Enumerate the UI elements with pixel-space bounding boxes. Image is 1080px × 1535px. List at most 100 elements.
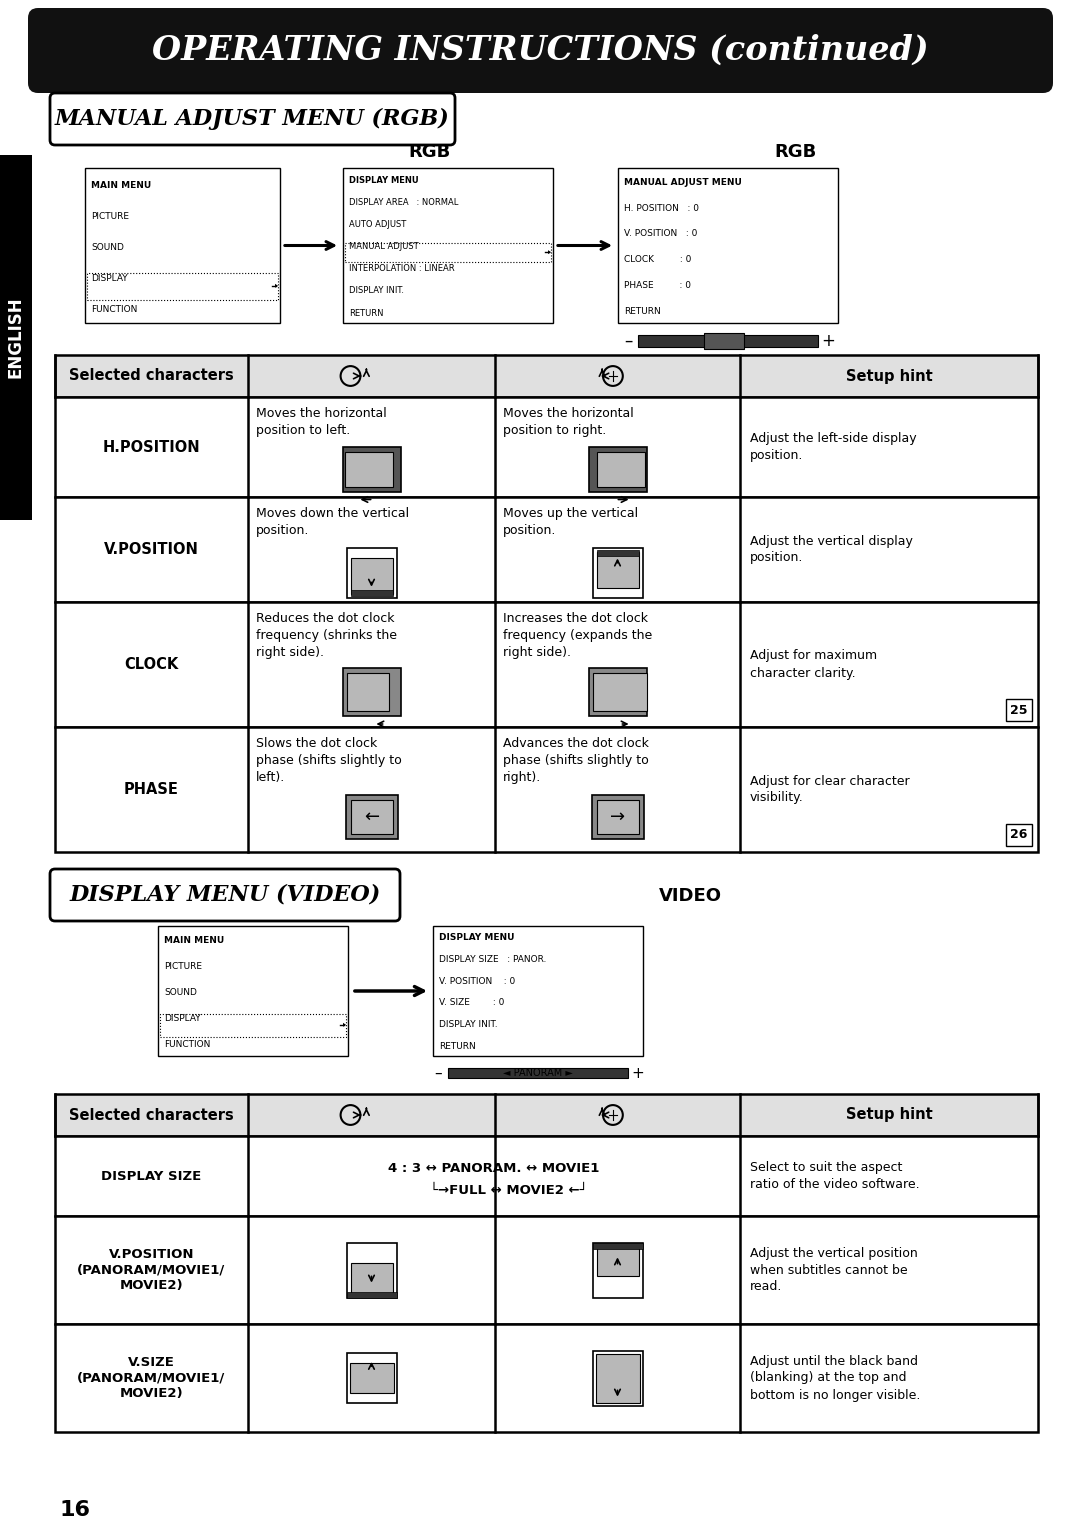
- Text: V.SIZE
(PANORAM/MOVIE1/
MOVIE2): V.SIZE (PANORAM/MOVIE1/ MOVIE2): [78, 1355, 226, 1400]
- Text: MANUAL ADJUST: MANUAL ADJUST: [349, 243, 419, 252]
- Text: Reduces the dot clock
frequency (shrinks the
right side).: Reduces the dot clock frequency (shrinks…: [256, 612, 397, 659]
- Bar: [433, 926, 643, 1056]
- Text: Setup hint: Setup hint: [846, 368, 932, 384]
- Text: DISPLAY MENU: DISPLAY MENU: [349, 175, 419, 184]
- Text: OPERATING INSTRUCTIONS (continued): OPERATING INSTRUCTIONS (continued): [152, 34, 929, 68]
- Text: ←: ←: [364, 807, 379, 826]
- Bar: [158, 926, 348, 1056]
- Text: DISPLAY MENU: DISPLAY MENU: [438, 933, 514, 942]
- Text: Adjust until the black band
(blanking) at the top and
bottom is no longer visibl: Adjust until the black band (blanking) a…: [750, 1354, 920, 1401]
- Bar: [596, 1245, 638, 1276]
- Text: Adjust for clear character
visibility.: Adjust for clear character visibility.: [750, 775, 909, 804]
- Text: Increases the dot clock
frequency (expands the
right side).: Increases the dot clock frequency (expan…: [503, 612, 652, 659]
- FancyBboxPatch shape: [50, 869, 400, 921]
- Text: ◄ PANORAM ►: ◄ PANORAM ►: [503, 1068, 572, 1078]
- Bar: [596, 550, 638, 556]
- Text: MANUAL ADJUST MENU (RGB): MANUAL ADJUST MENU (RGB): [55, 107, 450, 130]
- Text: Selected characters: Selected characters: [69, 368, 234, 384]
- Text: RETURN: RETURN: [438, 1042, 476, 1051]
- Bar: [347, 1242, 396, 1297]
- Text: Moves up the vertical
position.: Moves up the vertical position.: [503, 507, 638, 537]
- Text: RETURN: RETURN: [349, 309, 383, 318]
- Text: →: →: [610, 807, 625, 826]
- Bar: [350, 1363, 393, 1392]
- Bar: [593, 1242, 643, 1297]
- Text: Adjust for maximum
character clarity.: Adjust for maximum character clarity.: [750, 649, 877, 680]
- Bar: [87, 273, 278, 299]
- Text: +: +: [632, 1065, 645, 1081]
- Text: DISPLAY SIZE   : PANOR.: DISPLAY SIZE : PANOR.: [438, 955, 546, 964]
- Bar: [593, 672, 647, 711]
- Text: Selected characters: Selected characters: [69, 1107, 234, 1122]
- Bar: [596, 451, 645, 487]
- Bar: [55, 1136, 1038, 1216]
- Text: V.POSITION
(PANORAM/MOVIE1/
MOVIE2): V.POSITION (PANORAM/MOVIE1/ MOVIE2): [78, 1248, 226, 1292]
- Bar: [589, 447, 647, 491]
- Text: 4 : 3 ↔ PANORAM. ↔ MOVIE1: 4 : 3 ↔ PANORAM. ↔ MOVIE1: [389, 1162, 599, 1174]
- Text: RGB: RGB: [409, 143, 451, 161]
- Text: MAIN MENU: MAIN MENU: [164, 936, 225, 946]
- Text: DISPLAY INIT.: DISPLAY INIT.: [349, 287, 404, 295]
- Bar: [85, 167, 280, 322]
- Text: DISPLAY MENU (VIDEO): DISPLAY MENU (VIDEO): [69, 884, 380, 906]
- Text: H. POSITION   : 0: H. POSITION : 0: [624, 204, 699, 212]
- Text: SOUND: SOUND: [164, 989, 197, 996]
- Text: +: +: [821, 332, 835, 350]
- Bar: [704, 333, 744, 348]
- Text: Moves down the vertical
position.: Moves down the vertical position.: [256, 507, 409, 537]
- Text: –: –: [624, 332, 632, 350]
- Text: DISPLAY INIT.: DISPLAY INIT.: [438, 1021, 498, 1028]
- Text: RETURN: RETURN: [624, 307, 661, 316]
- Text: MANUAL ADJUST MENU: MANUAL ADJUST MENU: [624, 178, 742, 187]
- Bar: [345, 243, 551, 262]
- Text: CLOCK: CLOCK: [124, 657, 178, 672]
- Text: INTERPOLATION : LINEAR: INTERPOLATION : LINEAR: [349, 264, 455, 273]
- Bar: [342, 447, 401, 491]
- Text: V.POSITION: V.POSITION: [104, 542, 199, 557]
- Text: Moves the horizontal
position to left.: Moves the horizontal position to left.: [256, 407, 387, 437]
- Bar: [593, 1351, 643, 1406]
- Bar: [55, 355, 1038, 398]
- Bar: [346, 795, 397, 840]
- Text: 16: 16: [60, 1500, 91, 1520]
- Text: V. SIZE        : 0: V. SIZE : 0: [438, 998, 504, 1007]
- Bar: [351, 800, 392, 834]
- Text: └→FULL ↔ MOVIE2 ←┘: └→FULL ↔ MOVIE2 ←┘: [430, 1183, 588, 1196]
- Text: Moves the horizontal
position to right.: Moves the horizontal position to right.: [503, 407, 634, 437]
- Text: CLOCK         : 0: CLOCK : 0: [624, 255, 691, 264]
- Text: Adjust the left-side display
position.: Adjust the left-side display position.: [750, 431, 917, 462]
- Text: Select to suit the aspect
ratio of the video software.: Select to suit the aspect ratio of the v…: [750, 1160, 920, 1191]
- Bar: [347, 672, 389, 711]
- Bar: [55, 602, 1038, 728]
- Bar: [347, 1291, 396, 1297]
- Bar: [351, 557, 392, 594]
- Bar: [351, 1263, 392, 1294]
- Text: FUNCTION: FUNCTION: [164, 1039, 211, 1048]
- Bar: [638, 335, 818, 347]
- Bar: [342, 668, 401, 715]
- Bar: [55, 1325, 1038, 1432]
- Text: VIDEO: VIDEO: [659, 887, 721, 906]
- Text: Adjust the vertical position
when subtitles cannot be
read.: Adjust the vertical position when subtit…: [750, 1246, 918, 1294]
- Bar: [589, 668, 647, 715]
- Text: V. POSITION    : 0: V. POSITION : 0: [438, 976, 515, 985]
- Bar: [0, 155, 32, 520]
- Bar: [448, 1068, 627, 1078]
- Bar: [347, 548, 396, 597]
- Bar: [1005, 824, 1032, 846]
- Text: MAIN MENU: MAIN MENU: [91, 181, 151, 189]
- Text: 25: 25: [1010, 703, 1028, 717]
- Text: PICTURE: PICTURE: [164, 962, 202, 970]
- Text: –: –: [434, 1065, 442, 1081]
- Text: PICTURE: PICTURE: [91, 212, 129, 221]
- Bar: [345, 451, 392, 487]
- Polygon shape: [343, 1022, 346, 1027]
- Text: DISPLAY SIZE: DISPLAY SIZE: [102, 1170, 202, 1182]
- Text: ENGLISH: ENGLISH: [6, 296, 25, 378]
- Bar: [55, 1094, 1038, 1136]
- Bar: [343, 167, 553, 322]
- FancyBboxPatch shape: [28, 8, 1053, 94]
- Text: Setup hint: Setup hint: [846, 1107, 932, 1122]
- Bar: [596, 551, 638, 588]
- Text: 26: 26: [1010, 829, 1028, 841]
